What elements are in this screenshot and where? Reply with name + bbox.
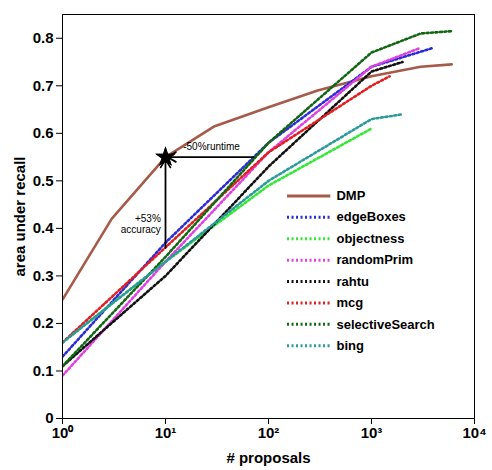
svg-text:0.4: 0.4 xyxy=(33,219,55,236)
svg-text:0.3: 0.3 xyxy=(33,267,54,284)
svg-text:10³: 10³ xyxy=(361,424,383,441)
svg-text:0.5: 0.5 xyxy=(33,172,54,189)
svg-text:randomPrim: randomPrim xyxy=(336,252,413,267)
svg-text:0.6: 0.6 xyxy=(33,124,54,141)
svg-text:0.7: 0.7 xyxy=(33,77,54,94)
svg-text:# proposals: # proposals xyxy=(226,449,310,466)
svg-text:selectiveSearch: selectiveSearch xyxy=(336,317,434,332)
svg-text:10¹: 10¹ xyxy=(155,424,177,441)
svg-text:-50%runtime: -50%runtime xyxy=(183,141,240,152)
svg-text:10²: 10² xyxy=(258,424,280,441)
svg-text:objectness: objectness xyxy=(336,231,404,246)
svg-text:+53%accuracy: +53%accuracy xyxy=(121,213,161,235)
svg-text:0.2: 0.2 xyxy=(33,314,54,331)
svg-text:DMP: DMP xyxy=(336,188,365,203)
svg-text:10⁴: 10⁴ xyxy=(462,424,486,441)
svg-text:mcg: mcg xyxy=(336,295,363,310)
svg-text:0: 0 xyxy=(45,409,54,427)
svg-text:0.1: 0.1 xyxy=(33,362,54,379)
svg-text:10⁰: 10⁰ xyxy=(52,424,75,441)
svg-text:area under recall: area under recall xyxy=(11,156,28,276)
svg-text:edgeBoxes: edgeBoxes xyxy=(336,209,405,224)
svg-text:rahtu: rahtu xyxy=(336,274,369,289)
svg-text:bing: bing xyxy=(336,338,363,353)
svg-text:0.8: 0.8 xyxy=(33,29,54,46)
